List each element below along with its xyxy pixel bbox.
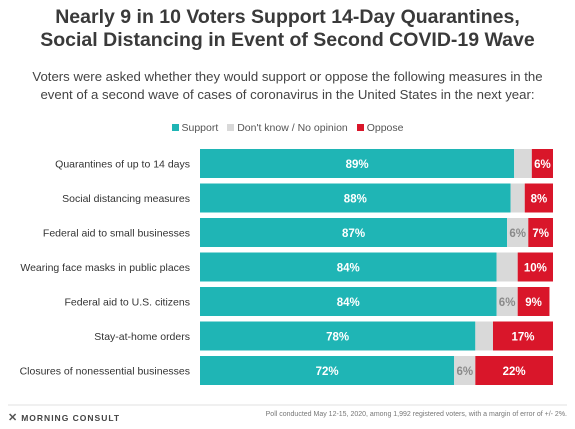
data-label-support: 72% (316, 366, 339, 378)
bar-oppose (517, 252, 553, 282)
bar-support (200, 356, 455, 385)
legend-item-support: Support (171, 122, 219, 134)
chart-subtitle-line-2: event of a second wave of cases of coron… (40, 87, 535, 102)
data-label-oppose: 17% (511, 332, 534, 344)
chart-title: Nearly 9 in 10 Voters Support 14-Day Qua… (0, 6, 575, 52)
data-label-support: 89% (346, 159, 369, 171)
legend-item-oppose: Oppose (356, 122, 404, 134)
data-label-support: 87% (342, 228, 365, 240)
chart-title-line-1: Nearly 9 in 10 Voters Support 14-Day Qua… (55, 6, 520, 28)
bar-support (200, 149, 515, 178)
legend-label-support: Support (181, 122, 219, 134)
bar-support (200, 183, 511, 213)
data-label-dontknow: 6% (456, 366, 473, 378)
data-label-oppose: 8% (531, 194, 548, 206)
data-label-oppose: 22% (503, 366, 526, 378)
legend-item-dontknow: Don't know / No opinion (227, 122, 348, 134)
bar-support (200, 252, 497, 282)
bar-dontknow (496, 287, 518, 316)
data-label-oppose: 10% (524, 263, 547, 275)
chart-subtitle-line-1: Voters were asked whether they would sup… (32, 69, 543, 84)
bar-dontknow (475, 321, 493, 351)
brand-logo: ✕ MORNING CONSULT (8, 411, 120, 424)
bar-dontknow (507, 218, 529, 247)
footer-note: Poll conducted May 12-15, 2020, among 1,… (265, 411, 567, 418)
category-label: Federal aid to U.S. citizens (65, 297, 190, 309)
data-label-oppose: 6% (534, 159, 551, 171)
bar-support (200, 321, 476, 351)
brand-name: MORNING CONSULT (21, 413, 121, 423)
bar-oppose (492, 321, 553, 351)
data-label-dontknow: 6% (509, 228, 526, 240)
bar-dontknow (514, 149, 532, 178)
data-label-oppose: 9% (525, 297, 542, 309)
bar-dontknow (510, 183, 525, 213)
bar-oppose (517, 287, 550, 316)
bar-dontknow (496, 252, 518, 282)
category-label: Quarantines of up to 14 days (55, 159, 190, 171)
data-label-dontknow: 6% (499, 297, 516, 309)
data-label-support: 84% (337, 263, 360, 275)
data-label-support: 84% (337, 297, 360, 309)
legend-label-oppose: Oppose (366, 122, 404, 134)
legend-label-dontknow: Don't know / No opinion (237, 122, 348, 134)
category-label: Federal aid to small businesses (43, 228, 190, 240)
bar-dontknow (454, 356, 476, 385)
category-label: Closures of nonessential businesses (20, 366, 190, 378)
chart-subtitle: Voters were asked whether they would sup… (10, 68, 565, 104)
brand-mark-icon: ✕ (8, 412, 19, 424)
chart-title-line-2: Social Distancing in Event of Second COV… (40, 29, 535, 51)
data-label-support: 78% (326, 332, 349, 344)
bar-oppose (475, 356, 553, 385)
data-label-oppose: 7% (532, 228, 549, 240)
bar-support (200, 287, 497, 316)
legend-swatch-oppose (356, 124, 364, 131)
chart-legend: Support Don't know / No opinion Oppose (0, 122, 575, 134)
category-label: Wearing face masks in public places (20, 262, 190, 274)
legend-swatch-dontknow (227, 124, 235, 131)
bar-oppose (524, 183, 553, 213)
legend-swatch-support (171, 124, 179, 131)
category-label: Social distancing measures (62, 193, 190, 205)
data-label-support: 88% (344, 194, 367, 206)
bar-oppose (528, 218, 553, 247)
category-label: Stay-at-home orders (94, 331, 190, 343)
bar-oppose (531, 149, 553, 178)
bar-support (200, 218, 508, 247)
